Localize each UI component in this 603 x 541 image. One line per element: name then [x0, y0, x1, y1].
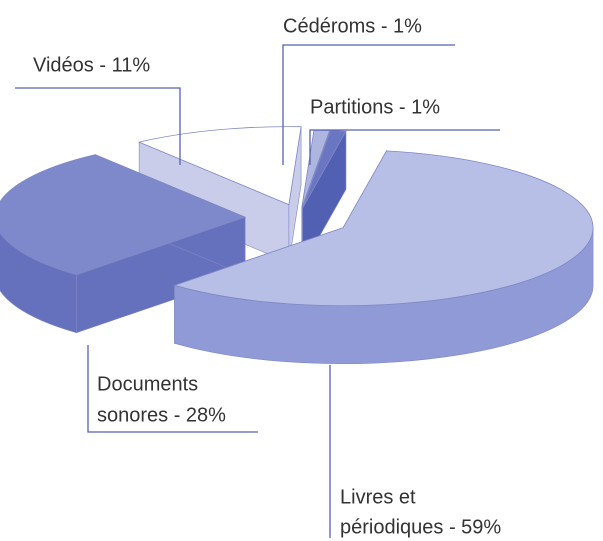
slice-top [173, 150, 594, 307]
slice-label: périodiques - 59% [340, 516, 501, 538]
slice-label: sonores - 28% [97, 404, 226, 426]
slice-top [0, 154, 247, 276]
slice-label: Partitions - 1% [310, 96, 440, 118]
slice-label: Cédéroms - 1% [283, 15, 422, 37]
leader-line [309, 129, 500, 165]
slice [0, 154, 247, 334]
slice-label: Documents [97, 373, 198, 395]
pie [0, 126, 594, 365]
leader-lines [15, 44, 500, 538]
leader-line [87, 345, 258, 433]
slice [173, 149, 594, 365]
leader-line [282, 44, 455, 165]
slice-label: Livres et [340, 486, 416, 508]
labels: Livres et périodiques - 59% Documents sonor… [33, 15, 501, 538]
leader-line [15, 87, 181, 165]
slice-label: Vidéos - 11% [33, 54, 150, 76]
